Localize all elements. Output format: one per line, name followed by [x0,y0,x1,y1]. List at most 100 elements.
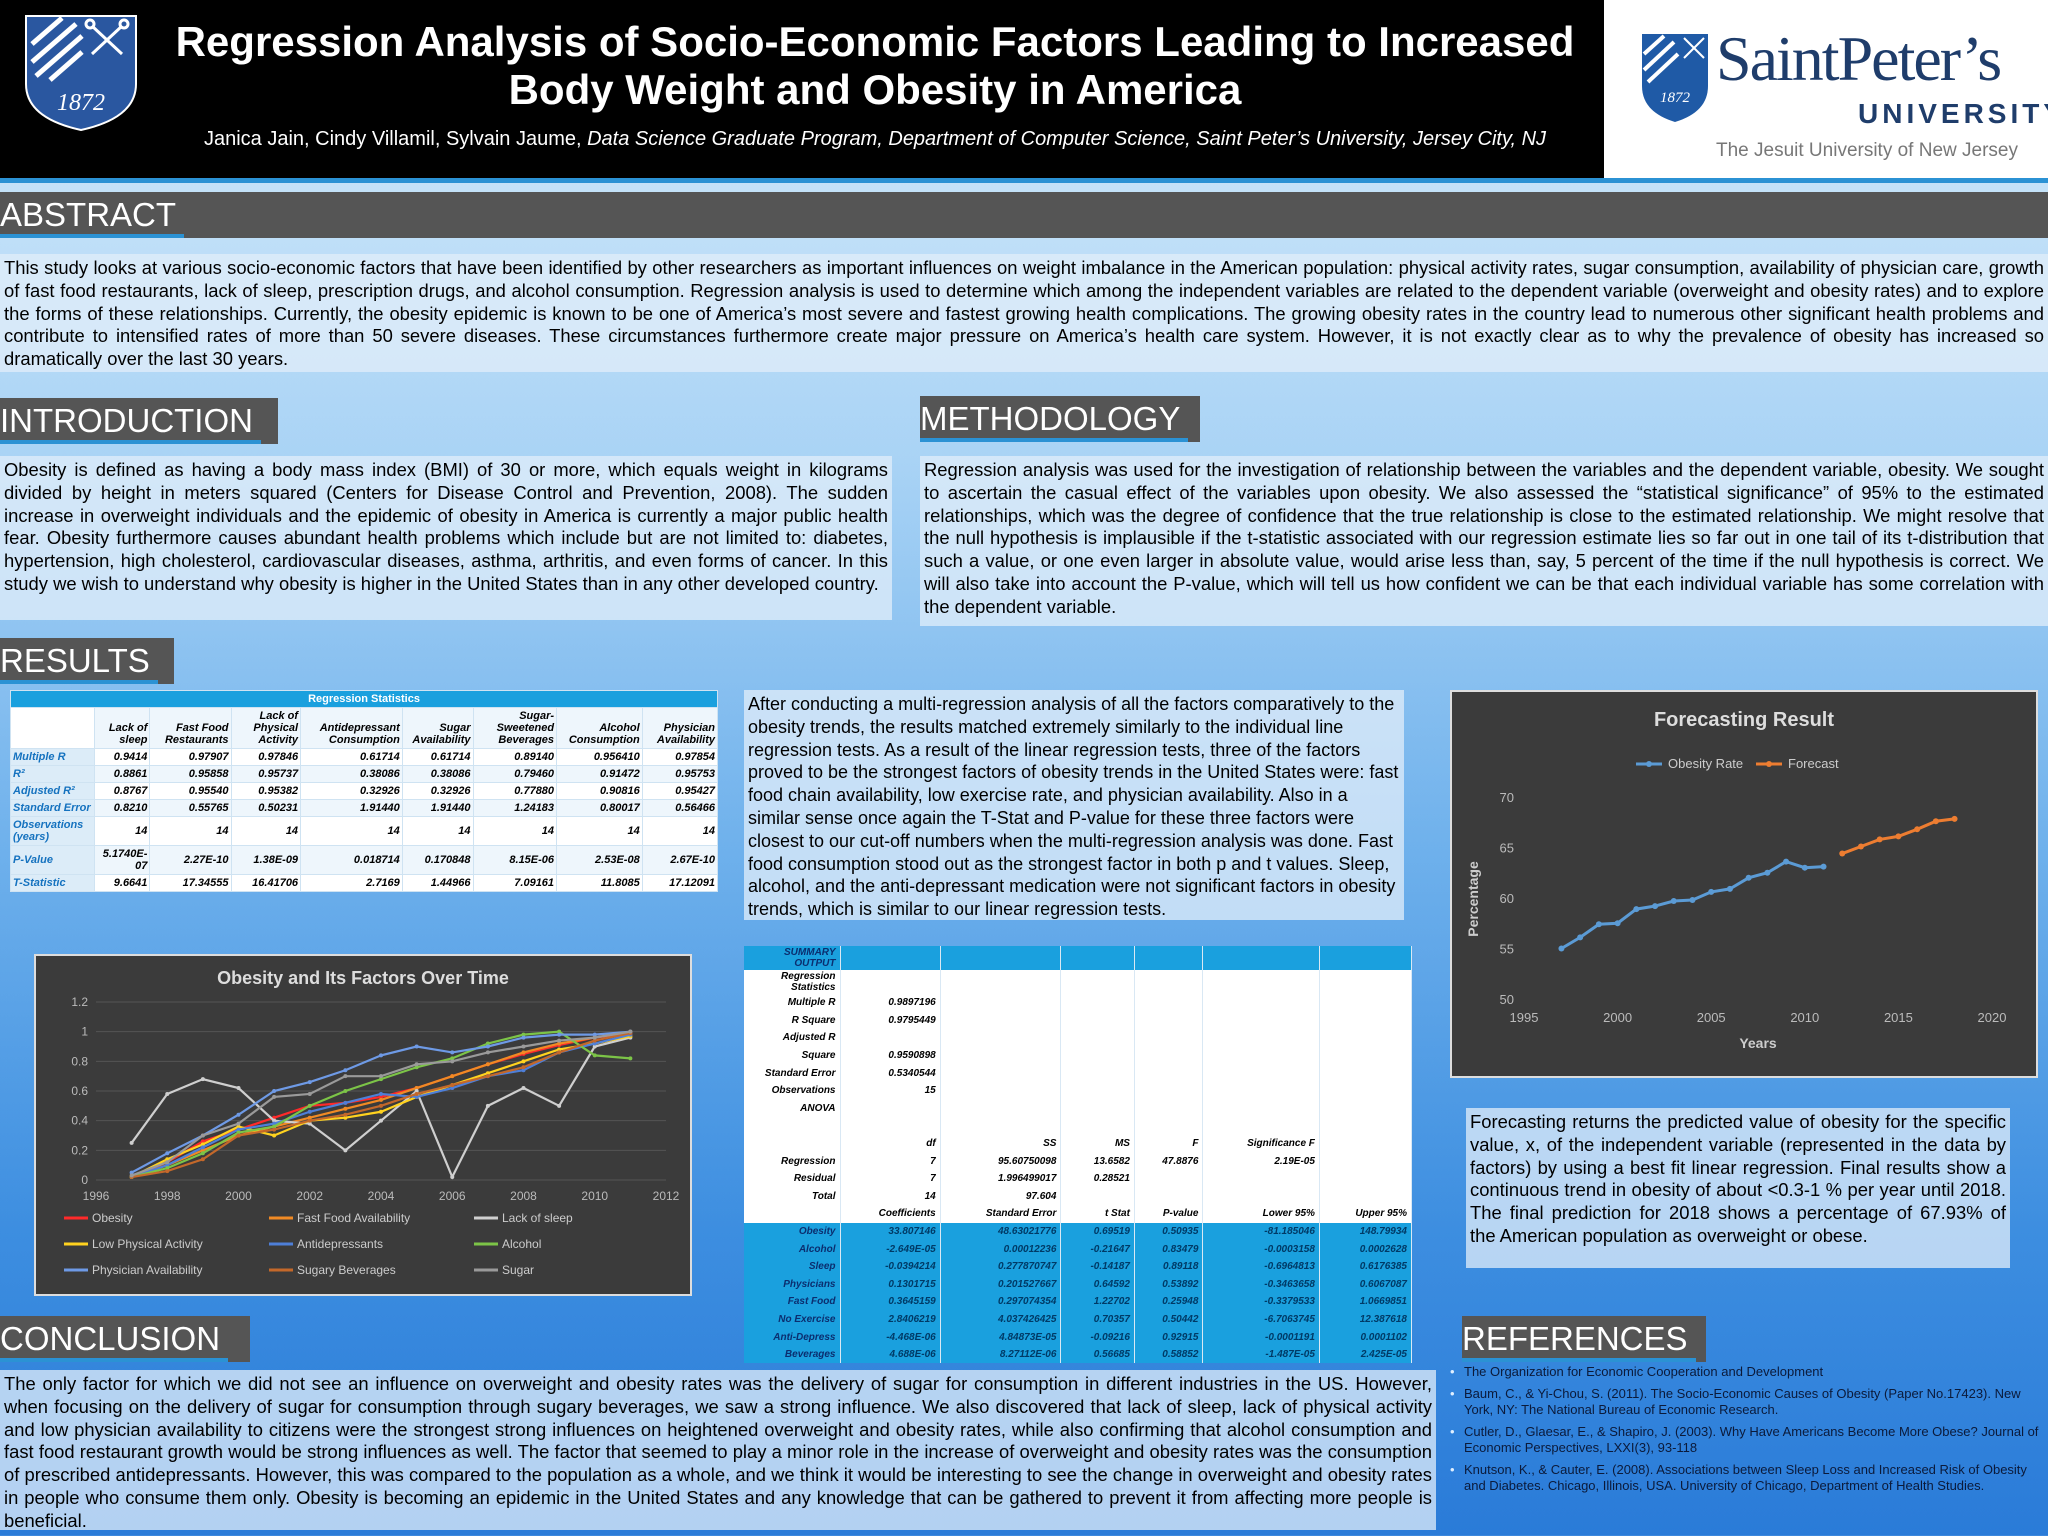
summary-cell: 0.6176385 [1319,1257,1413,1276]
summary-cell [940,970,1062,994]
data-point [236,1124,241,1129]
table-cell: 0.38086 [300,765,403,783]
legend-label: Lack of sleep [502,1211,573,1225]
table-cell: 17.34555 [149,874,232,892]
summary-cell: Square [744,1046,841,1065]
summary-output-table: SUMMARY OUTPUT Regression Statistics Multi… [744,946,1413,1364]
summary-cell: -4.468E-06 [840,1328,941,1346]
data-point [1708,888,1715,895]
table-cell: 1.24183 [472,799,558,817]
table-cell: 16.41706 [230,874,302,892]
table-cell: 11.8085 [556,874,643,892]
abstract-text: This study looks at various socio-econom… [0,254,2048,372]
data-point [1764,869,1771,876]
row-label: P-Value [9,845,96,875]
summary-cell: 0.50935 [1134,1222,1204,1241]
summary-cell: 0.201527667 [940,1275,1062,1294]
data-point [1670,898,1677,905]
summary-cell [1134,1046,1204,1065]
table-cell: 14 [401,816,474,846]
table-cell: 0.95753 [641,765,719,783]
row-label: R² [9,765,96,783]
row-label: Adjusted R² [9,782,96,800]
legend-label: Alcohol [502,1237,541,1251]
summary-cell: 15 [840,1081,941,1100]
table-row: T-Statistic 9.6641 17.34555 16.41706 2.7169 1… [9,874,719,892]
data-point [485,1050,490,1055]
data-point [200,1133,205,1138]
summary-cell [1319,1029,1413,1047]
summary-row: Coefficients Standard Error t Stat P-value L… [744,1205,1413,1223]
table-cell: 0.61714 [401,748,474,766]
summary-cell [1060,1081,1135,1100]
table-cell: 14 [556,816,643,846]
summary-cell [1060,1029,1135,1047]
summary-cell: SS [940,1134,1062,1153]
forecast-text: Forecasting returns the predicted value … [1466,1108,2010,1268]
summary-cell: 0.00012236 [940,1240,1062,1258]
data-point [557,1103,562,1108]
table-cell: 0.91472 [556,765,643,783]
table-cell: 0.50231 [230,799,302,817]
data-point [307,1118,312,1123]
data-point [1726,885,1733,892]
poster-authors: Janica Jain, Cindy Villamil, Sylvain Jau… [203,128,1547,150]
summary-cell [1202,1064,1320,1082]
table-cell: 0.77880 [472,782,558,800]
data-point [379,1091,383,1096]
summary-cell: Alcohol [744,1240,841,1258]
legend-label: Sugary Beverages [297,1263,396,1277]
table-row: Standard Error 0.8210 0.55765 0.50231 1.9144… [9,799,719,817]
crossed-keys-icon [84,18,130,56]
university-name: SaintPeter’s [1716,23,2002,94]
spu-shield-icon: 1872 [1642,34,1708,122]
references-heading: REFERENCES [1462,1316,1706,1362]
summary-row: Physicians 0.1301715 0.201527667 0.64592 0.5… [744,1275,1413,1294]
x-tick-label: 2000 [225,1189,252,1203]
data-point [379,1103,383,1108]
table-cell: 0.79460 [472,765,558,783]
summary-cell [1319,946,1413,970]
table-cell: 0.38086 [401,765,474,783]
summary-cell: 4.037426425 [940,1310,1062,1329]
summary-cell: R Square [744,1011,841,1030]
summary-row: ANOVA [744,1099,1413,1118]
data-point [379,1109,383,1114]
summary-cell [1060,946,1135,970]
x-tick-label: 1998 [154,1189,181,1203]
table-row: R² 0.8861 0.95858 0.95737 0.38086 0.38086 0.79… [9,765,719,783]
data-point [414,1065,419,1070]
summary-cell [1319,970,1413,994]
y-tick-label: 60 [1500,891,1514,906]
data-point [521,1065,526,1070]
summary-cell [1202,1029,1320,1047]
data-point [414,1089,419,1093]
data-point [236,1086,241,1091]
data-point [272,1124,277,1129]
summary-cell: Physicians [744,1275,841,1294]
series-line [1560,859,1824,950]
x-tick-label: 2005 [1697,1010,1726,1025]
summary-cell: -81.185046 [1202,1222,1320,1241]
table-cell: 8.15E-06 [472,845,558,875]
references-list: The Organization for Economic Cooperatio… [1450,1364,2040,1500]
summary-row: df SS MS F Significance F [744,1134,1413,1153]
row-label: T-Statistic [9,874,96,892]
table-cell: 0.97846 [230,748,302,766]
summary-cell: -1.487E-05 [1202,1345,1320,1364]
data-point [165,1166,170,1171]
summary-cell [1319,994,1413,1012]
summary-cell [1134,946,1204,970]
summary-cell [1060,1187,1135,1206]
summary-cell: Sleep [744,1257,841,1276]
summary-cell [1319,1134,1413,1153]
summary-cell [1202,946,1320,970]
x-tick-label: 1996 [83,1189,110,1203]
summary-cell: 0.25948 [1134,1293,1204,1311]
data-point [521,1059,526,1064]
methodology-text: Regression analysis was used for the inv… [920,456,2048,626]
summary-cell: Fast Food [744,1293,841,1311]
data-point [200,1139,205,1144]
results-heading: RESULTS [0,638,174,684]
summary-cell: Anti-Depress [744,1328,841,1346]
